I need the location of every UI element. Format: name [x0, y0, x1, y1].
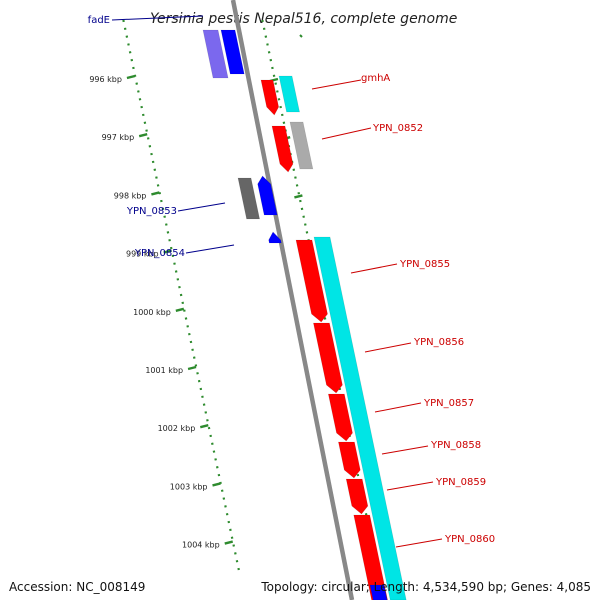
accession-text: Accession: NC_008149 — [9, 580, 146, 594]
major-tick-mark-left — [175, 307, 185, 312]
feature-layer — [202, 29, 407, 600]
gene-leader-line — [111, 15, 204, 21]
gene-label[interactable]: YPN_0853 — [126, 206, 177, 217]
ypn-cds-arrow — [345, 478, 369, 515]
ypn-0852-cds-arrow — [271, 125, 294, 173]
gene-label[interactable]: YPN_0856 — [413, 337, 464, 348]
gene-leader-line — [364, 342, 412, 353]
fade-feature-block — [202, 29, 229, 79]
major-tick-mark-left — [199, 424, 209, 429]
gene-label[interactable]: YPN_0858 — [430, 440, 481, 451]
gene-label[interactable]: YPN_0852 — [372, 123, 423, 134]
ypn-cds-arrow — [338, 441, 361, 479]
map-title: Yersinia pestis Nepal516, complete genom… — [150, 11, 457, 27]
gene-label[interactable]: YPN_0854 — [134, 248, 185, 259]
kbp-tick-label: 1002 kbp — [158, 424, 196, 433]
gene-leader-line — [185, 244, 235, 254]
genome-backbone — [230, 0, 355, 600]
gene-leader-line — [374, 402, 422, 413]
gene-label[interactable]: YPN_0860 — [444, 534, 495, 545]
gmha-cds-arrow — [260, 79, 279, 116]
backbone-layer — [230, 0, 355, 600]
ypn-0860-cds-block — [353, 514, 388, 600]
operon-feature-band — [313, 236, 407, 600]
gene-label[interactable]: YPN_0859 — [435, 477, 486, 488]
fade-cds-block — [220, 29, 245, 75]
label-layer: fadE gmhA YPN_0852 YPN_0853 YPN_0854 YPN_0855… — [88, 15, 495, 548]
major-tick-mark-left — [187, 365, 197, 371]
kbp-tick-label: 996 kbp — [89, 75, 122, 84]
ypn-0854-cds-arrow — [268, 231, 282, 244]
ypn-0852-feature-block — [289, 121, 314, 170]
gene-leader-line — [395, 538, 443, 548]
topology-summary: Topology: circular; Length: 4,534,590 bp… — [261, 580, 591, 594]
kbp-tick-label: 997 kbp — [102, 133, 135, 142]
kbp-tick-label: 1003 kbp — [170, 482, 208, 491]
gene-label[interactable]: gmhA — [361, 73, 390, 84]
gene-leader-line — [350, 263, 398, 274]
ypn-cds-arrow — [327, 393, 353, 442]
tick-guide-line — [122, 19, 240, 571]
gene-label[interactable]: fadE — [88, 15, 110, 26]
ypn-0853-cds-arrow — [257, 175, 278, 216]
major-tick-mark-left — [212, 482, 221, 487]
major-tick-mark-left — [224, 540, 234, 545]
ypn-0853-feature-block — [237, 177, 260, 220]
major-tick-mark-left — [126, 74, 136, 80]
kbp-tick-label: 999 kbp — [126, 250, 159, 259]
tick-guide-line — [299, 34, 303, 38]
gene-label[interactable]: YPN_0855 — [399, 259, 450, 270]
ypn-cds-arrow — [313, 322, 343, 394]
kbp-tick-label: 1001 kbp — [145, 366, 183, 375]
gene-leader-line — [177, 202, 226, 212]
major-tick-mark-right — [294, 194, 303, 199]
major-tick-mark-left — [163, 249, 172, 254]
kbp-tick-label: 998 kbp — [114, 191, 147, 200]
gene-leader-line — [386, 481, 434, 491]
gene-leader-line — [321, 127, 372, 140]
major-tick-mark-left — [151, 191, 160, 196]
ypn-cds-arrow — [295, 239, 328, 323]
gene-leader-line — [311, 79, 362, 90]
major-tick-mark-left — [138, 133, 148, 138]
gmha-feature-block — [278, 75, 300, 113]
kbp-tick-label: 1000 kbp — [133, 308, 171, 317]
kbp-tick-label: 1004 kbp — [182, 541, 220, 550]
gene-leader-line — [381, 445, 429, 455]
reverse-strand-edge-block — [369, 584, 388, 600]
gene-label[interactable]: YPN_0857 — [423, 398, 474, 409]
